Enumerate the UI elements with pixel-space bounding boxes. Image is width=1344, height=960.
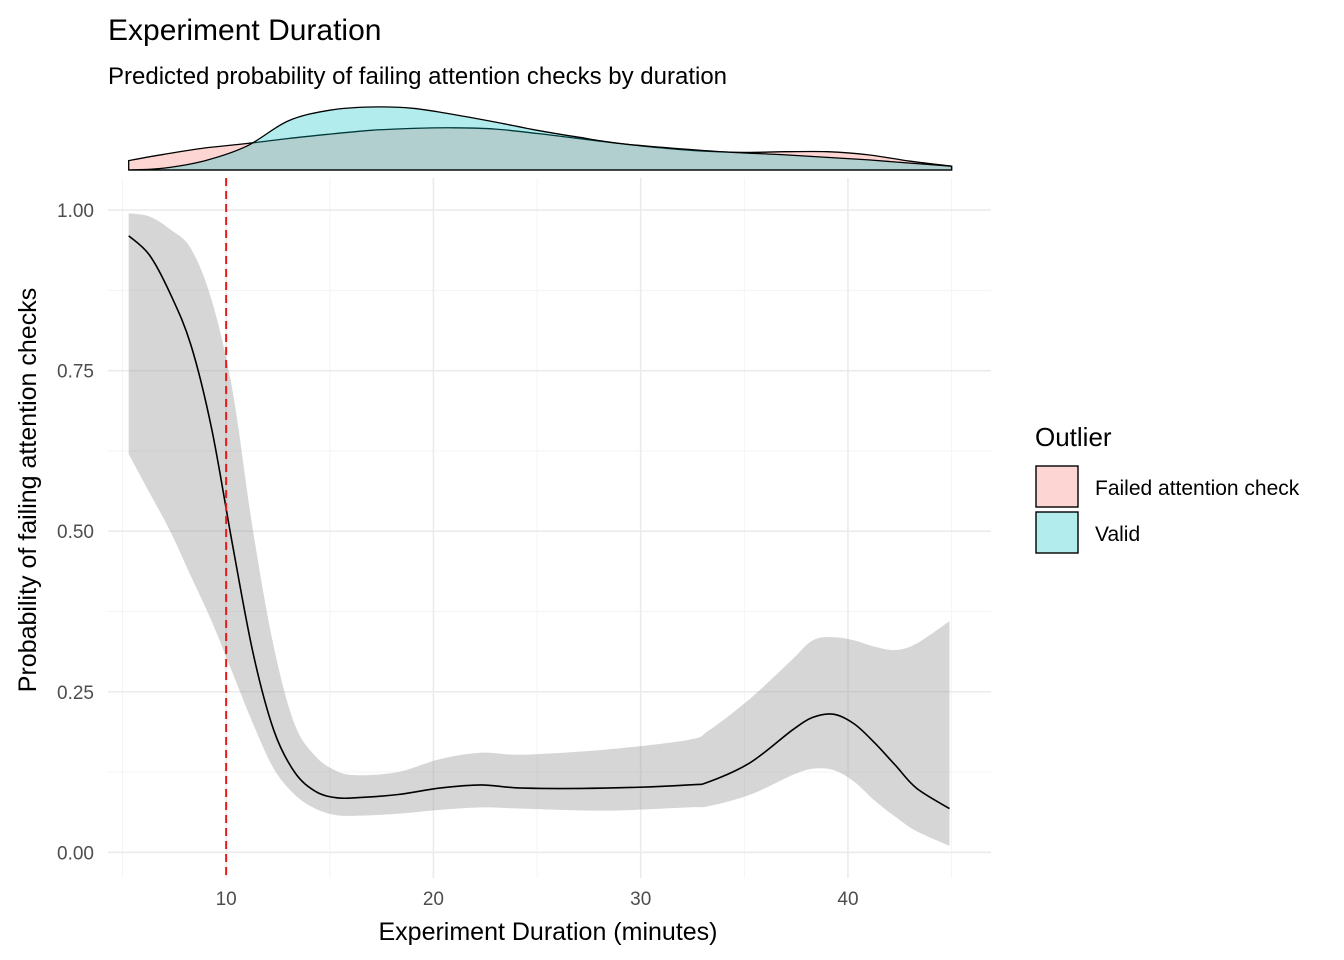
- chart-subtitle: Predicted probability of failing attenti…: [108, 63, 727, 90]
- marginal-density-plot: [128, 106, 953, 171]
- legend-label: Failed attention check: [1095, 477, 1300, 500]
- legend-title: Outlier: [1035, 422, 1112, 452]
- x-axis-ticks: 10 20 30 40: [216, 889, 859, 910]
- y-tick-label: 0.00: [57, 843, 94, 864]
- y-tick-label: 1.00: [57, 201, 94, 222]
- x-tick-label: 20: [423, 889, 444, 910]
- x-tick-label: 10: [216, 889, 237, 910]
- y-tick-label: 0.75: [57, 362, 94, 383]
- legend-swatch: [1035, 511, 1079, 554]
- legend: Outlier Failed attention check Valid: [1035, 422, 1300, 554]
- y-axis-ticks: 0.00 0.25 0.50 0.75 1.00: [57, 201, 94, 864]
- legend-item: Valid: [1035, 511, 1140, 554]
- legend-swatch: [1035, 465, 1079, 508]
- density-area: [128, 106, 953, 171]
- confidence-ribbon: [128, 213, 950, 846]
- major-gridlines: [108, 178, 991, 878]
- x-tick-label: 30: [630, 889, 651, 910]
- fit-line: [128, 235, 950, 810]
- x-axis-title: Experiment Duration (minutes): [378, 918, 717, 946]
- y-tick-label: 0.50: [57, 522, 94, 543]
- x-tick-label: 40: [837, 889, 858, 910]
- legend-label: Valid: [1095, 523, 1140, 546]
- density-area: [128, 127, 953, 171]
- legend-item: Failed attention check: [1035, 465, 1300, 508]
- minor-gridlines: [108, 178, 991, 878]
- chart-title: Experiment Duration: [108, 14, 381, 47]
- y-tick-label: 0.25: [57, 683, 94, 704]
- y-axis-title: Probability of failing attention checks: [14, 288, 42, 692]
